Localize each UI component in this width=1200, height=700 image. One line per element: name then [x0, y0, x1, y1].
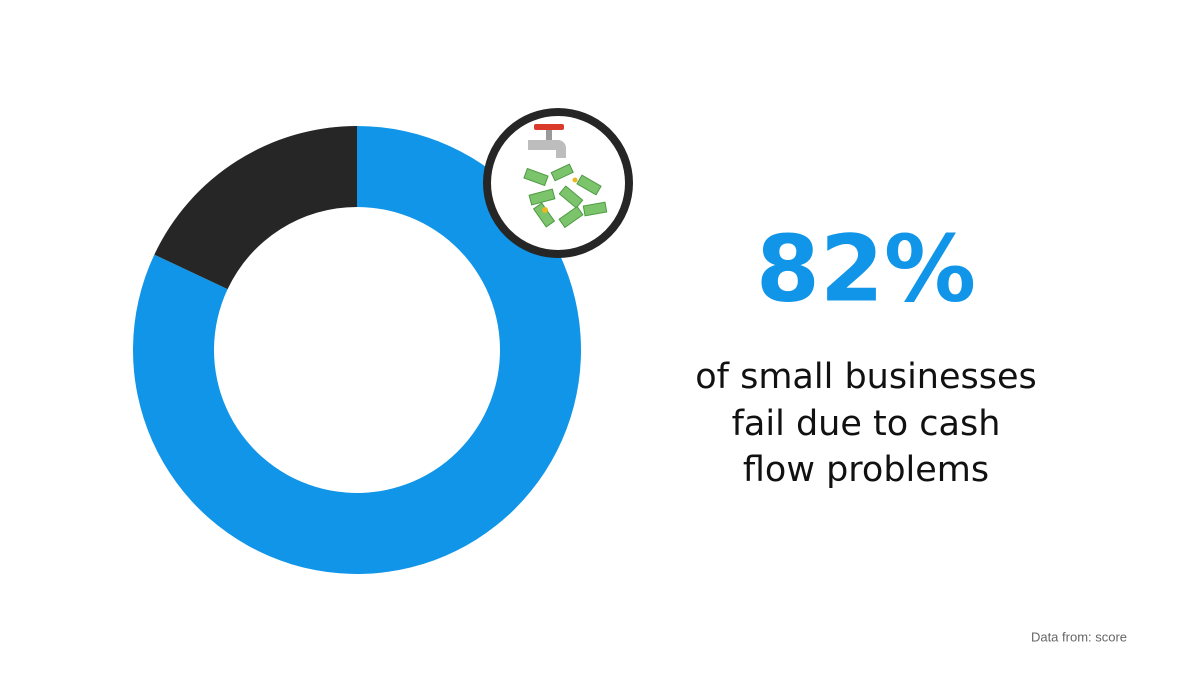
value-label: 82%: [756, 215, 976, 322]
source: Data from: score: [1031, 629, 1127, 644]
pie-segment: [154, 126, 357, 290]
description: flow problems: [743, 450, 989, 490]
description: fail due to cash: [732, 404, 1001, 444]
donut: [133, 126, 582, 574]
description: of small businesses: [695, 357, 1037, 397]
icon: [483, 108, 633, 258]
pie-segment: [133, 126, 582, 574]
